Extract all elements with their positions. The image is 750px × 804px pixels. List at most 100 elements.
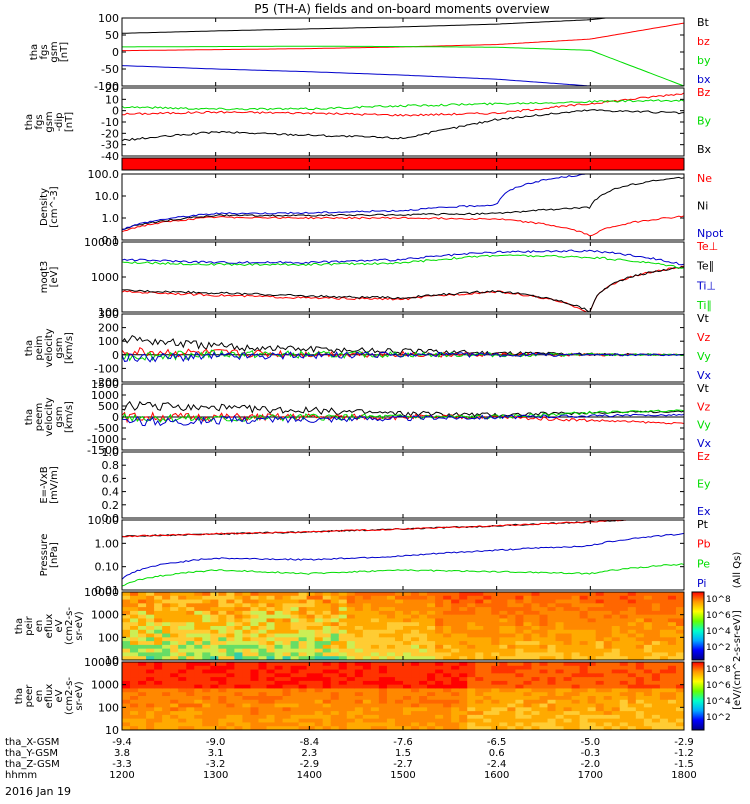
y-tick-label: -40 xyxy=(101,150,119,163)
y-axis-label-line: gsm xyxy=(54,406,65,427)
legend-entry-Bt: Bt xyxy=(697,16,710,29)
orbit-value: -0.3 xyxy=(581,748,601,759)
legend-entry-by: by xyxy=(697,54,711,67)
legend-entry-Ne: Ne xyxy=(697,172,712,185)
y-tick-label: 0.0 xyxy=(102,512,120,525)
y-axis-label-line: [mV/m] xyxy=(49,466,60,504)
y-axis-label-line: gsm xyxy=(49,41,60,62)
y-axis-label-line: tha xyxy=(29,44,40,60)
orbit-value: -8.4 xyxy=(300,737,320,748)
panel-frame xyxy=(121,241,685,313)
plot-area-5 xyxy=(122,249,684,312)
series-line-Vt xyxy=(122,400,684,418)
panel-1: 100 50 0 -50 -100 tha fgs gsm [nT] Bt bz by bx xyxy=(29,12,711,93)
y-axis-label: Pressure [nPa] xyxy=(39,534,60,577)
y-tick-label: 10 xyxy=(105,724,119,737)
panel-frame xyxy=(121,519,685,591)
orbit-value: 1400 xyxy=(297,770,322,781)
y-axis-label-line: peir xyxy=(24,615,35,635)
y-tick-label: 1000 xyxy=(91,609,119,622)
y-tick-label: 0.8 xyxy=(102,459,120,472)
y-tick-label: 300 xyxy=(98,308,119,321)
series-line-Vy xyxy=(122,409,684,423)
y-tick-label: -10 xyxy=(101,116,119,129)
y-tick-label: -100 xyxy=(94,80,119,93)
y-axis-label-line: [km/s] xyxy=(64,401,75,433)
y-axis-label-line: Pressure xyxy=(39,534,50,577)
y-tick-label: 100 xyxy=(98,631,119,644)
y-tick-label: 100 xyxy=(98,12,119,25)
orbit-value: -3.3 xyxy=(112,759,132,770)
y-axis-label-line: moqt3 xyxy=(39,261,50,294)
plot-area-9 xyxy=(122,520,684,587)
y-axis-label: tha peim velocity gsm [km/s] xyxy=(24,328,75,367)
y-axis-label: moqt3 [eV] xyxy=(39,261,60,294)
y-axis-label-line: velocity xyxy=(44,397,55,436)
series-line-Ti⊥ xyxy=(122,249,684,266)
y-tick-label: 0.1 xyxy=(102,234,120,247)
y-tick-label: 100 xyxy=(98,335,119,348)
y-axis-label-line: en xyxy=(34,690,45,703)
y-axis-label: tha peir en eflux eV (cm2-s-sr-eV) xyxy=(14,607,85,645)
y-tick-label: -1500 xyxy=(87,444,119,457)
y-tick-label: 1000 xyxy=(91,679,119,692)
orbit-value: 1800 xyxy=(671,770,696,781)
legend-entry-Te⊥: Te⊥ xyxy=(696,240,718,253)
y-axis-label-line: peem xyxy=(34,403,45,431)
colorbar-title: [eV/(cm^2-s-sr-eV)] xyxy=(732,610,743,710)
orbit-value: 0.6 xyxy=(489,748,505,759)
colorbar-title-allqs: (All Qs) xyxy=(732,552,743,589)
legend-entry-Bz: Bz xyxy=(697,86,711,99)
series-line-Vx xyxy=(122,413,684,427)
series-line-Pi xyxy=(122,532,684,580)
date-label: 2016 Jan 19 xyxy=(5,785,71,798)
orbit-value: 1200 xyxy=(109,770,134,781)
y-axis-label-line: tha xyxy=(24,340,35,356)
y-tick-label: 1.0 xyxy=(102,212,120,225)
y-tick-label: 50 xyxy=(105,29,119,42)
legend-entry-bx: bx xyxy=(697,73,711,86)
legend-entry-Vt: Vt xyxy=(697,382,710,395)
orbit-value: -9.4 xyxy=(112,737,132,748)
spectrogram-11 xyxy=(122,662,684,730)
y-tick-label: 1000 xyxy=(91,389,119,402)
y-axis-label-line: fgs xyxy=(34,114,45,129)
y-tick-label: 100.0 xyxy=(88,168,120,181)
y-axis-label-line: Density xyxy=(39,188,50,226)
series-line-Te∥ xyxy=(122,266,684,312)
orbit-table: tha_X-GSM -9.4 -9.0 -8.4 -7.6 -6.5 -5.0 -2.9 tha… xyxy=(5,737,697,781)
colorbar-tick-label: 10^6 xyxy=(706,681,731,691)
series-line-Vx xyxy=(122,351,684,363)
y-tick-label: -200 xyxy=(94,376,119,389)
orbit-value: 1700 xyxy=(578,770,603,781)
y-tick-label: 10 xyxy=(105,654,119,667)
y-axis-label-line: [cm^-3] xyxy=(49,186,60,227)
orbit-value: -2.7 xyxy=(393,759,413,770)
panel-frame xyxy=(121,17,685,87)
y-axis-label-line: tha xyxy=(24,114,35,130)
y-tick-label: 0.4 xyxy=(102,486,120,499)
y-axis-label-line: (cm2-s- xyxy=(64,607,75,645)
y-tick-label: 200 xyxy=(98,322,119,335)
plot-area-2 xyxy=(122,92,684,142)
orbit-row-label: tha_X-GSM xyxy=(5,737,59,748)
orbit-value: 3.1 xyxy=(208,748,224,759)
panel-11: 10000 1000 100 10 tha peer en eflux eV (cm2-s-sr-… xyxy=(14,656,685,737)
y-axis-label: tha fgs gsm [nT] xyxy=(29,41,70,62)
orbit-value: 3.8 xyxy=(114,748,130,759)
y-axis-label: tha fgs gsm -dip [nT] xyxy=(24,111,75,132)
y-tick-label: 0 xyxy=(112,349,119,362)
plot-area-7 xyxy=(122,400,684,427)
legend-entry-Ey: Ey xyxy=(697,478,711,491)
orbit-value: -2.9 xyxy=(300,759,320,770)
plot-title: P5 (TH-A) fields and on-board moments ov… xyxy=(254,2,550,16)
y-tick-label: -500 xyxy=(94,422,119,435)
orbit-value: 1600 xyxy=(484,770,509,781)
series-line-Npot xyxy=(122,174,601,231)
y-axis-label-line: peer xyxy=(24,684,35,708)
y-tick-label: 10000 xyxy=(84,656,119,669)
y-axis-label-line: gsm xyxy=(44,111,55,132)
colorbar-tick-label: 10^8 xyxy=(706,665,731,675)
y-axis-label-line: fgs xyxy=(39,44,50,59)
